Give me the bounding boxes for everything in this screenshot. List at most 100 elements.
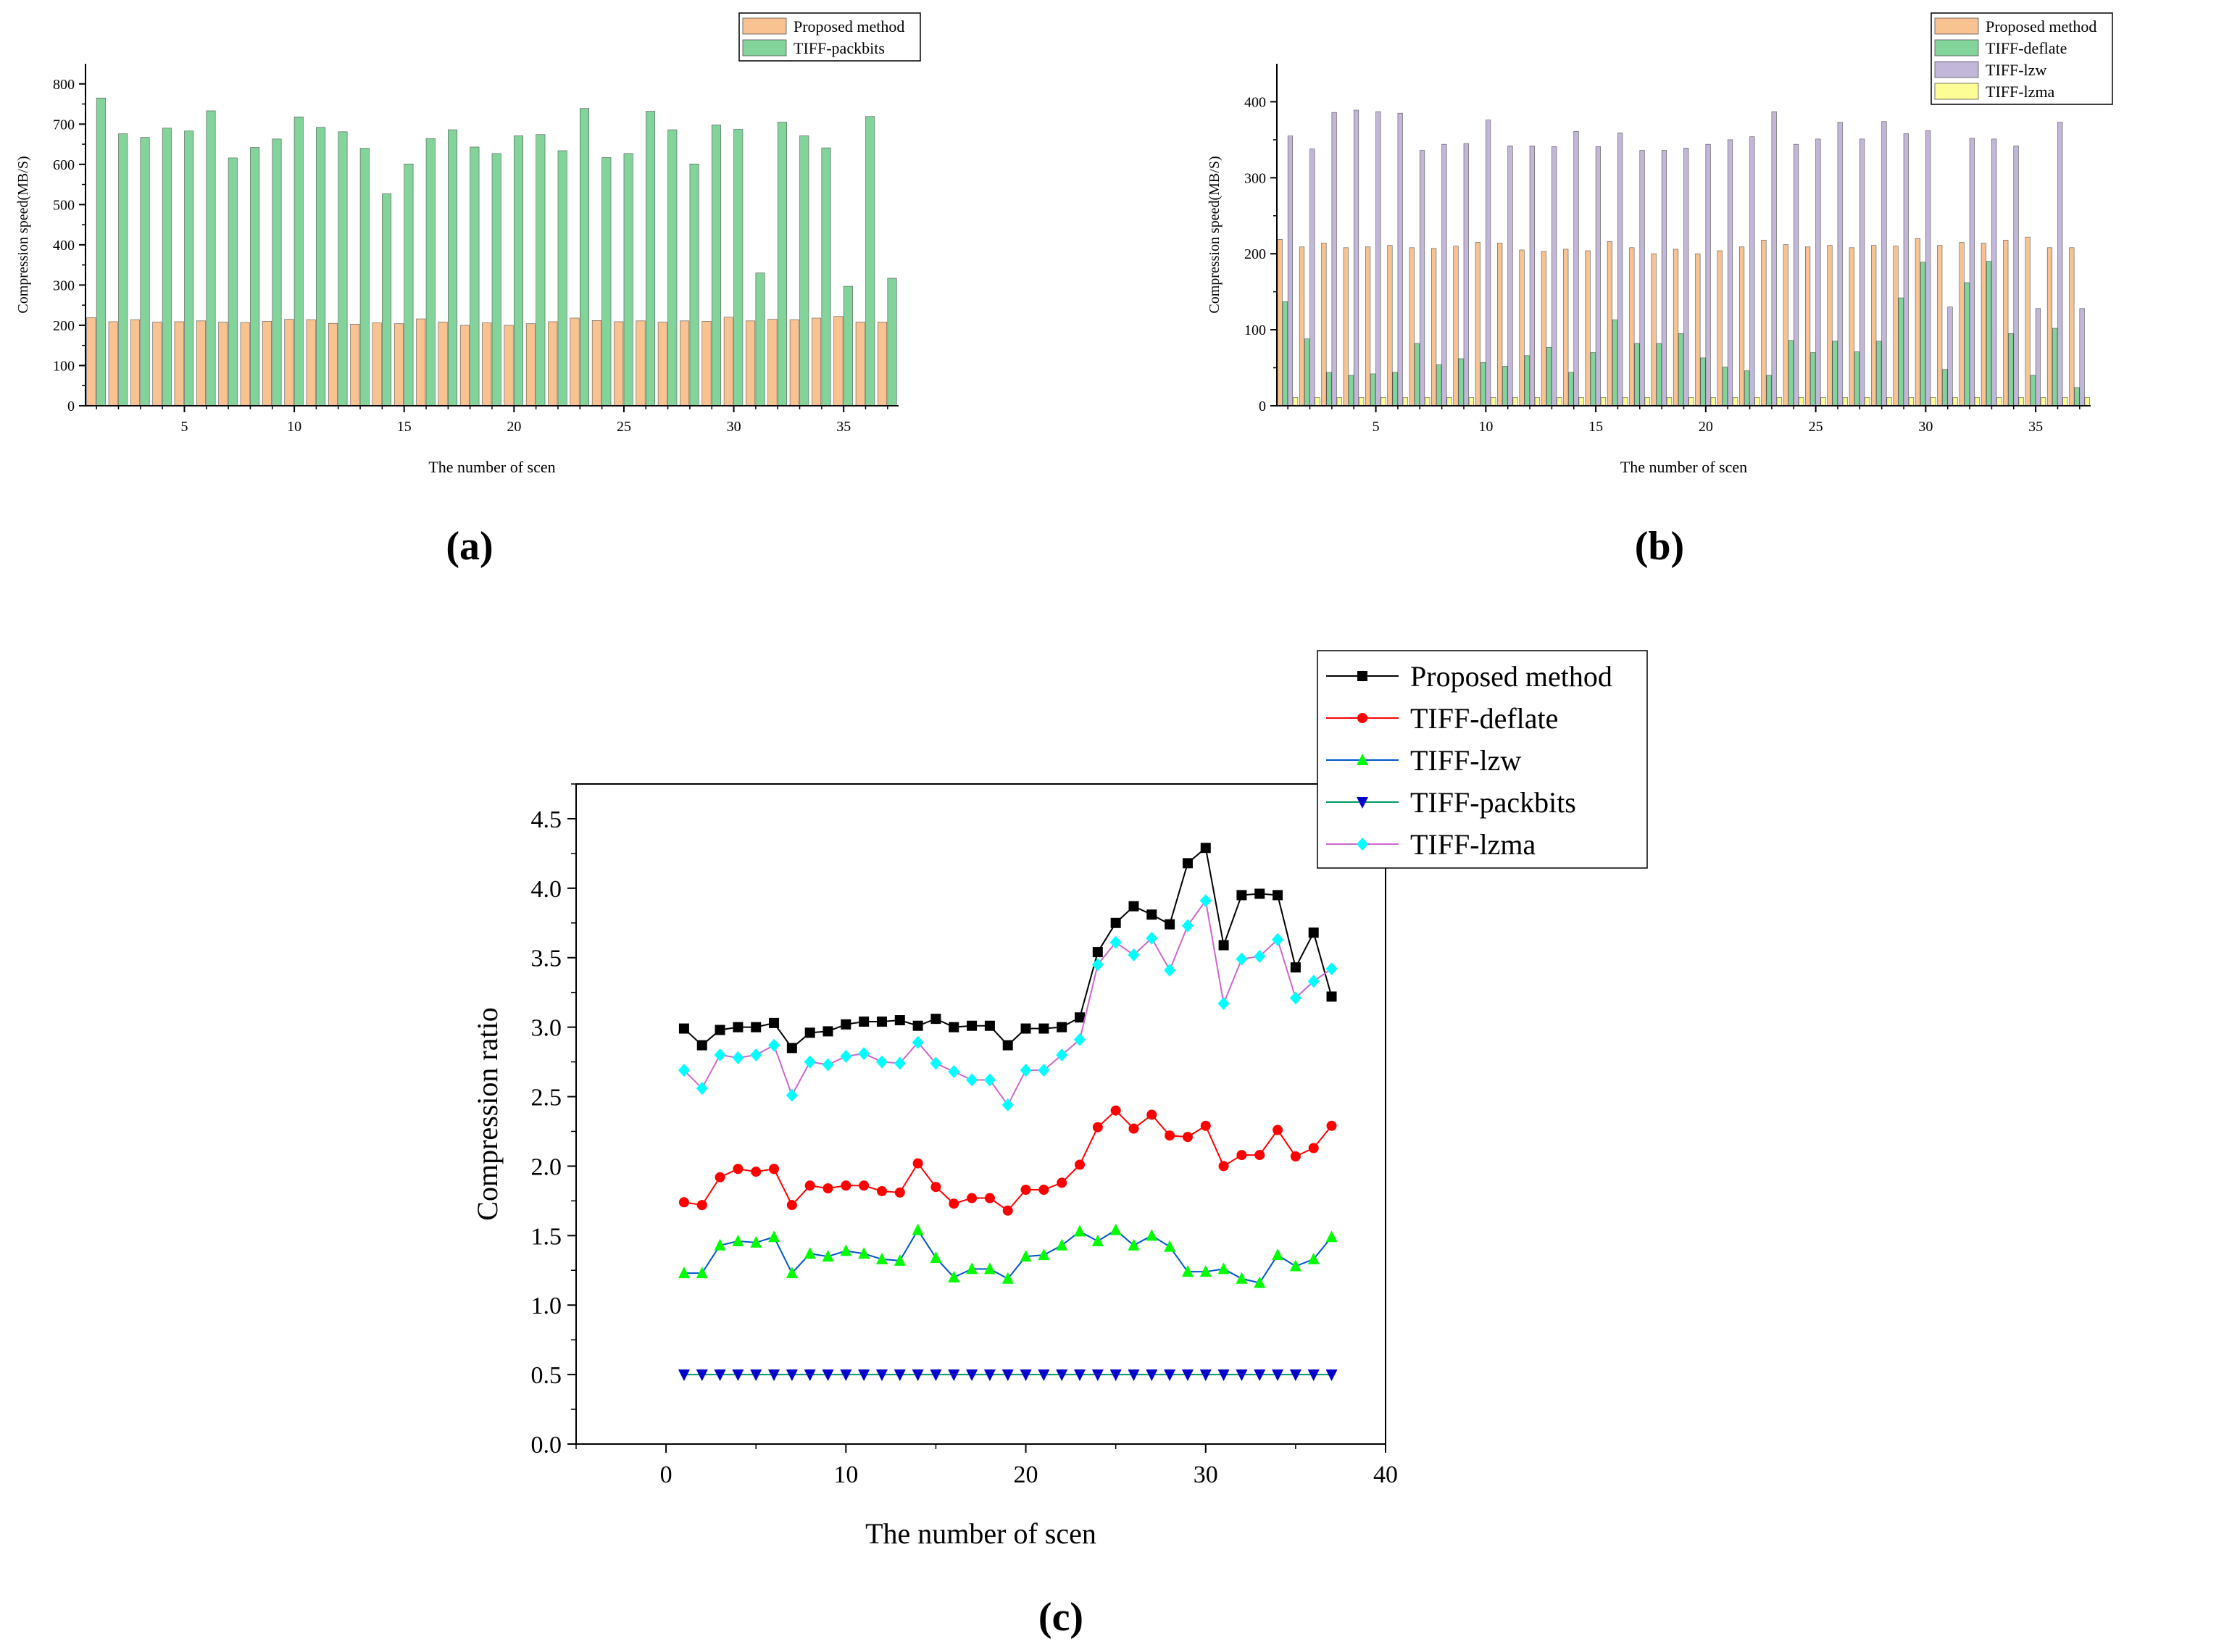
bar-tiff-lzma-1 [1293, 397, 1299, 406]
point-tiff-lzw-33 [1254, 1276, 1266, 1288]
point-tiff-lzw-15 [930, 1251, 942, 1264]
point-tiff-packbits-26 [1128, 1369, 1140, 1382]
point-tiff-lzw-2 [696, 1267, 708, 1279]
point-tiff-lzw-11 [858, 1247, 870, 1259]
y-tick-label: 700 [53, 117, 75, 133]
point-tiff-deflate-12 [876, 1185, 887, 1196]
bar-tiff-lzma-26 [1842, 397, 1848, 406]
point-tiff-lzma-14 [912, 1035, 924, 1049]
point-proposed-method-37 [1326, 991, 1337, 1002]
bar-proposed-method-2 [1299, 246, 1305, 406]
bar-proposed-method-33 [789, 319, 799, 406]
y-tick-label: 100 [53, 358, 75, 374]
point-tiff-lzma-19 [1001, 1098, 1014, 1112]
point-tiff-deflate-26 [1128, 1123, 1139, 1134]
bar-proposed-method-27 [1849, 247, 1854, 406]
point-tiff-deflate-7 [786, 1200, 797, 1211]
series-line-proposed-method [683, 846, 1333, 1049]
bar-proposed-method-21 [1717, 250, 1723, 406]
y-axis-title: Compression ratio [471, 1007, 504, 1220]
bar-tiff-lzw-11 [1507, 145, 1513, 406]
point-tiff-deflate-11 [859, 1180, 870, 1191]
bar-proposed-method-7 [1409, 247, 1415, 406]
y-tick-label: 1.0 [531, 1293, 562, 1319]
bar-tiff-lzw-21 [1727, 139, 1733, 406]
series-line-tiff-deflate [683, 1109, 1333, 1212]
point-tiff-deflate-5 [751, 1167, 762, 1177]
bar-tiff-lzma-21 [1733, 397, 1738, 406]
bar-tiff-packbits-6 [206, 110, 216, 406]
point-tiff-packbits-20 [1020, 1369, 1032, 1382]
point-tiff-lzma-4 [732, 1051, 744, 1064]
bar-proposed-method-19 [482, 322, 492, 406]
legend-label: Proposed method [1410, 660, 1612, 693]
point-tiff-deflate-24 [1092, 1122, 1103, 1132]
bar-tiff-lzw-31 [1947, 306, 1953, 406]
legend-swatch [1934, 61, 1979, 78]
bar-tiff-deflate-30 [1920, 262, 1926, 406]
legend-label: TIFF-lzw [1986, 61, 2046, 79]
point-proposed-method-30 [1200, 843, 1211, 854]
bar-tiff-lzma-20 [1710, 397, 1716, 406]
bar-proposed-method-22 [548, 321, 558, 406]
bar-tiff-lzw-35 [2035, 308, 2041, 406]
bar-proposed-method-10 [1475, 242, 1480, 406]
bar-tiff-lzma-4 [1359, 397, 1365, 406]
bar-tiff-lzw-17 [1639, 150, 1645, 406]
point-proposed-method-21 [1038, 1023, 1049, 1034]
point-tiff-packbits-17 [966, 1369, 978, 1382]
legend-marker-tiff-lzw [1357, 754, 1368, 765]
bar-proposed-method-1 [86, 317, 96, 406]
bar-proposed-method-25 [614, 321, 624, 406]
point-tiff-deflate-4 [733, 1164, 744, 1175]
bar-tiff-deflate-4 [1348, 375, 1354, 406]
legend-swatch [742, 17, 787, 35]
bar-proposed-method-16 [416, 318, 426, 406]
bar-tiff-lzw-24 [1793, 143, 1799, 406]
point-tiff-lzma-30 [1199, 894, 1212, 908]
bar-tiff-deflate-6 [1392, 372, 1398, 406]
bar-proposed-method-31 [746, 320, 756, 406]
bar-proposed-method-37 [878, 322, 888, 406]
bar-tiff-packbits-30 [733, 129, 744, 406]
series-line-tiff-lzma [683, 898, 1333, 1106]
y-tick-label: 100 [1244, 322, 1266, 338]
x-tick-label: 0 [660, 1461, 672, 1488]
bar-tiff-lzma-25 [1820, 397, 1826, 406]
bar-proposed-method-24 [591, 320, 601, 406]
bar-tiff-packbits-20 [514, 135, 524, 406]
point-proposed-method-4 [733, 1022, 744, 1032]
bar-tiff-deflate-3 [1326, 372, 1332, 406]
point-proposed-method-15 [930, 1014, 941, 1025]
point-tiff-packbits-19 [1001, 1369, 1014, 1382]
bar-tiff-lzma-29 [1908, 397, 1915, 406]
bar-tiff-lzma-15 [1600, 397, 1607, 406]
point-tiff-lzma-29 [1181, 919, 1194, 933]
bar-tiff-lzma-27 [1865, 397, 1870, 406]
bar-tiff-lzw-10 [1486, 120, 1491, 406]
y-tick-label: 3.5 [531, 946, 562, 972]
point-tiff-lzw-5 [750, 1235, 762, 1248]
point-tiff-lzma-9 [822, 1058, 834, 1072]
legend-marker-tiff-deflate [1357, 713, 1367, 723]
x-tick-label: 30 [1194, 1461, 1218, 1488]
point-tiff-packbits-16 [948, 1369, 960, 1382]
point-proposed-method-17 [967, 1020, 978, 1031]
point-tiff-deflate-13 [894, 1187, 905, 1198]
legend-label: Proposed method [794, 17, 904, 36]
point-tiff-deflate-32 [1236, 1150, 1247, 1161]
bar-tiff-lzw-36 [2057, 122, 2063, 406]
point-tiff-lzw-28 [1164, 1240, 1176, 1252]
chart-panel-b: 0 100 200 300 400 5 10 15 20 25 30 35 The number of … [1207, 12, 2113, 569]
point-tiff-packbits-34 [1272, 1369, 1284, 1382]
bar-proposed-method-3 [1321, 243, 1327, 406]
bar-proposed-method-14 [1563, 249, 1569, 406]
point-proposed-method-26 [1128, 901, 1139, 911]
point-tiff-deflate-27 [1146, 1109, 1157, 1120]
bar-tiff-lzw-25 [1815, 138, 1821, 406]
bar-tiff-packbits-8 [250, 147, 260, 406]
legend-swatch [1934, 39, 1979, 57]
y-tick-label: 0 [1259, 399, 1266, 414]
bar-tiff-lzw-6 [1397, 112, 1403, 406]
bar-tiff-lzma-36 [2062, 397, 2068, 406]
